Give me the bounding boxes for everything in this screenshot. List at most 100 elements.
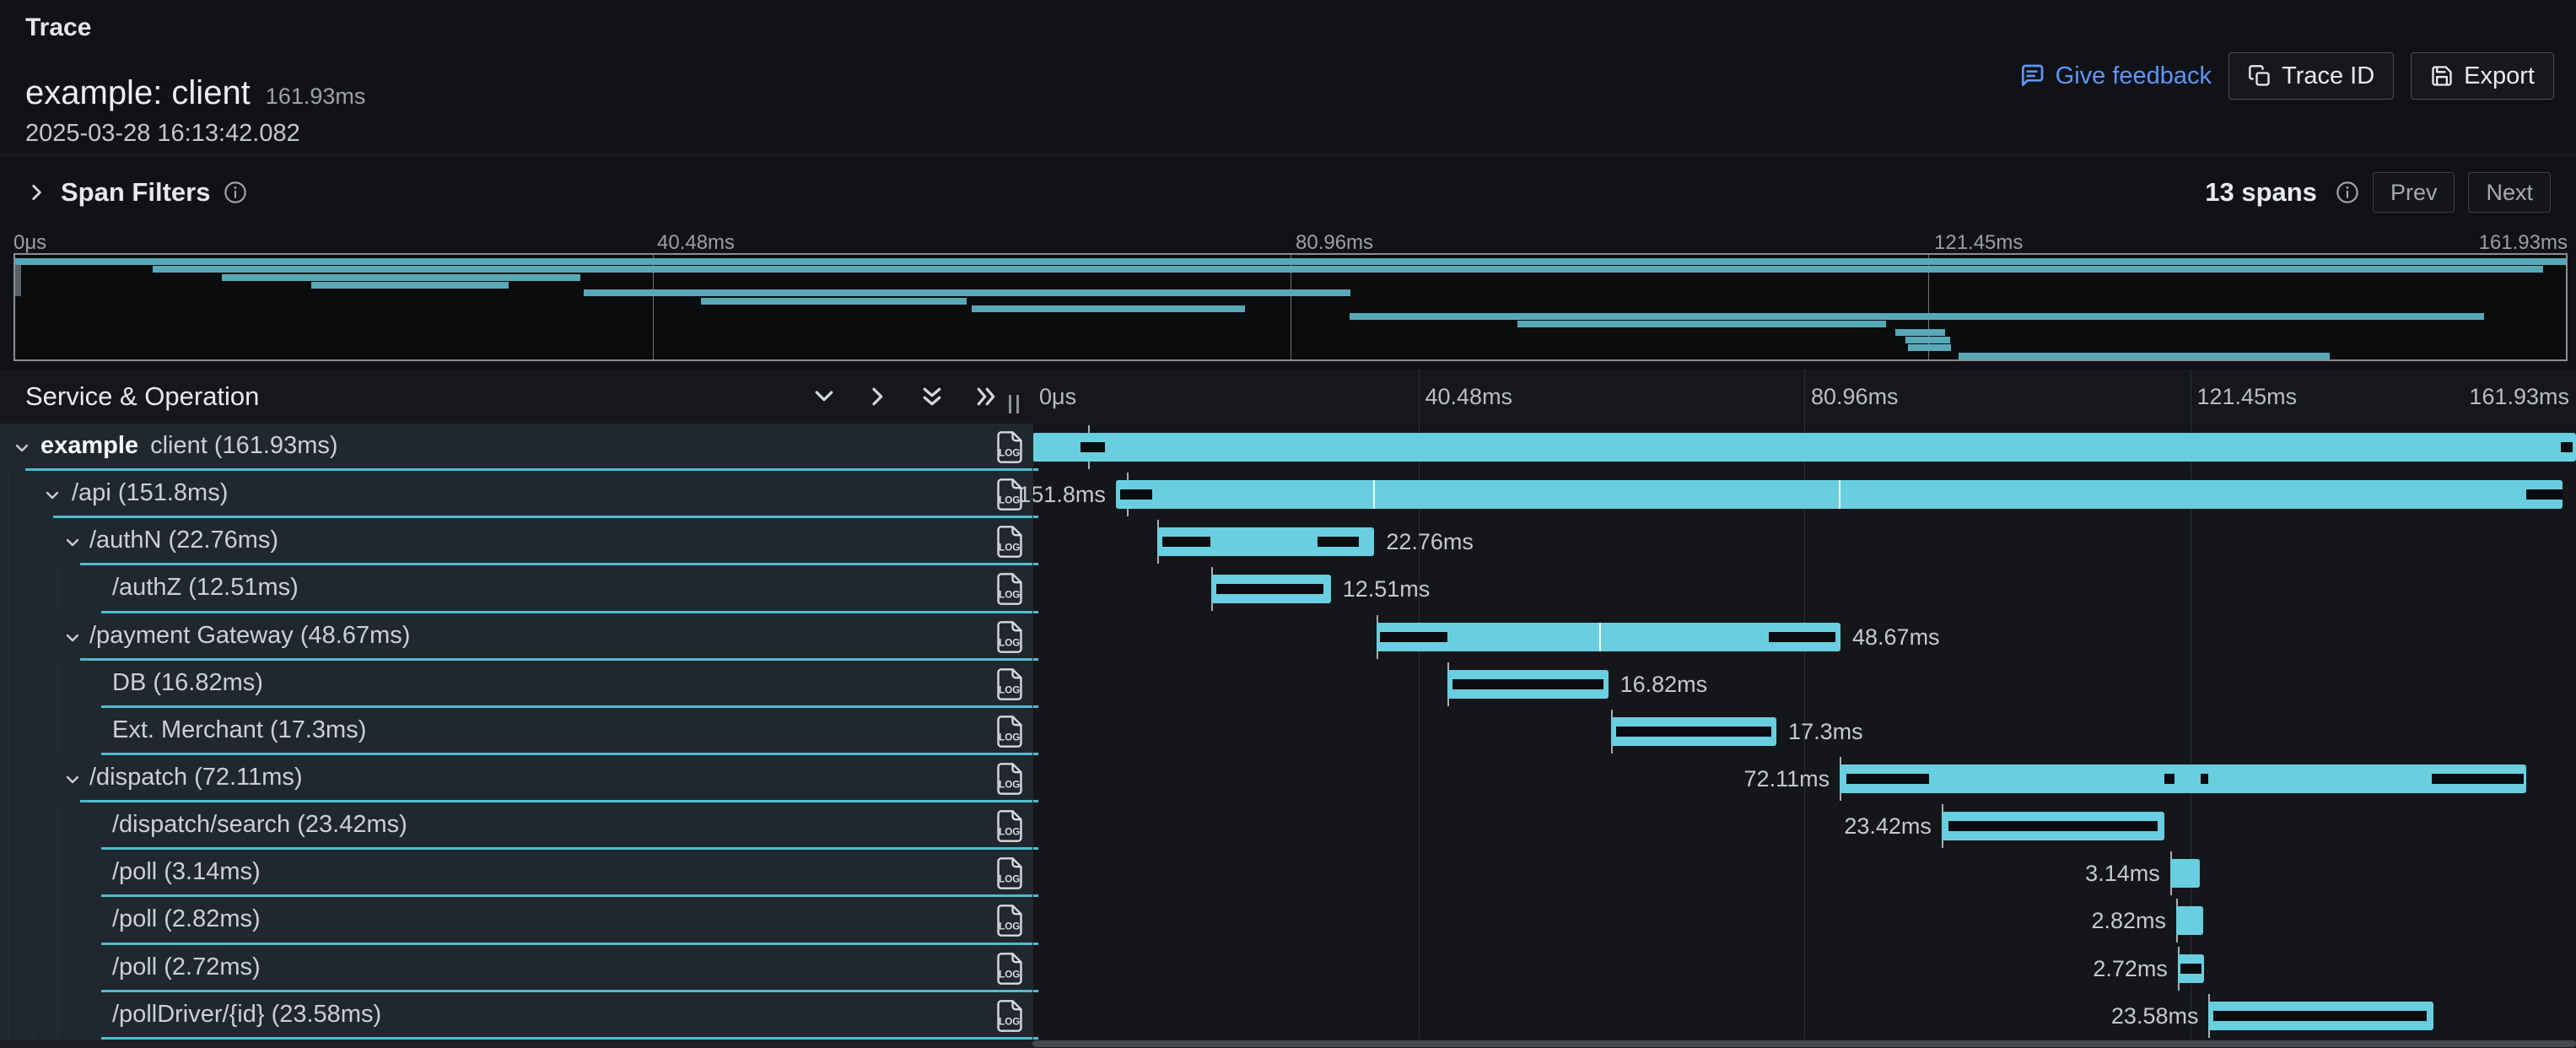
span-logs-icon[interactable]: LOG (995, 999, 1024, 1033)
span-logs-icon[interactable]: LOG (995, 525, 1024, 559)
indent-guide (33, 944, 34, 992)
indent-guide (57, 991, 58, 1040)
collapse-one-icon[interactable] (810, 382, 838, 411)
span-timeline-cell[interactable]: 151.8ms (1018, 471, 2576, 519)
span-bar-notch (1119, 489, 1152, 500)
span-row-name[interactable]: example client (161.93ms) LOG (0, 424, 1032, 472)
span-logs-icon[interactable]: LOG (995, 715, 1024, 748)
span-bar[interactable] (2208, 1001, 2433, 1030)
span-timeline-cell[interactable]: 22.76ms (1032, 518, 2576, 566)
span-timeline-cell[interactable]: 72.11ms (1032, 755, 2576, 803)
span-row-name[interactable]: /dispatch (72.11ms) LOG (0, 754, 1032, 803)
row-expander-icon[interactable] (42, 485, 62, 505)
span-bar[interactable] (1115, 480, 2563, 510)
span-timeline-cell[interactable] (1032, 424, 2576, 472)
span-service-name: example (40, 432, 139, 459)
info-icon[interactable] (2336, 181, 2359, 204)
span-timeline-cell[interactable]: 16.82ms (1032, 661, 2576, 708)
span-row-name[interactable]: /payment Gateway (48.67ms) LOG (0, 613, 1032, 661)
prev-span-button[interactable]: Prev (2372, 172, 2455, 213)
indent-guide (8, 802, 9, 851)
span-bar[interactable] (1611, 716, 1777, 746)
info-icon[interactable] (224, 181, 247, 204)
time-tick-label: 121.45ms (2196, 384, 2298, 409)
span-timeline-cell[interactable]: 17.3ms (1032, 708, 2576, 755)
span-timeline-cell[interactable]: 3.14ms (1032, 850, 2576, 898)
column-resize-handle[interactable] (1009, 395, 1019, 413)
span-row-name[interactable]: /authN (22.76ms) LOG (0, 518, 1032, 566)
span-logs-icon[interactable]: LOG (995, 667, 1024, 701)
expand-one-icon[interactable] (864, 382, 892, 411)
span-row-name[interactable]: /api (151.8ms) LOG (0, 471, 1032, 519)
span-logs-icon[interactable]: LOG (995, 478, 1024, 511)
span-logs-icon[interactable]: LOG (995, 856, 1024, 890)
span-bar[interactable] (2177, 953, 2204, 983)
span-logs-icon[interactable]: LOG (995, 952, 1024, 986)
row-underline-stub (1032, 847, 1038, 851)
span-row-name[interactable]: /authZ (12.51ms) LOG (0, 565, 1032, 613)
span-operation-name: /poll (3.14ms) (112, 858, 261, 886)
svg-text:LOG: LOG (999, 969, 1020, 980)
svg-text:LOG: LOG (999, 543, 1020, 554)
span-logs-icon[interactable]: LOG (995, 809, 1024, 843)
span-bar[interactable] (2176, 906, 2204, 936)
span-row: /poll (2.82ms) LOG 2.82ms (0, 897, 2576, 945)
minimap-scrubber[interactable] (15, 259, 21, 296)
span-bar[interactable] (1840, 764, 2527, 793)
span-row-name[interactable]: /pollDriver/{id} (23.58ms) LOG (0, 991, 1032, 1040)
span-timeline-cell[interactable]: 12.51ms (1032, 565, 2576, 613)
next-span-button[interactable]: Next (2468, 172, 2551, 213)
span-row: /payment Gateway (48.67ms) LOG 48.67ms (0, 613, 2576, 661)
span-timeline-cell[interactable]: 23.58ms (1032, 992, 2576, 1040)
span-timeline-cell[interactable]: 2.72ms (1032, 945, 2576, 992)
trace-minimap[interactable] (13, 253, 2568, 361)
export-button[interactable]: Export (2411, 52, 2554, 100)
row-expander-icon[interactable] (12, 438, 32, 458)
row-expander-icon[interactable] (62, 628, 83, 648)
give-feedback-link[interactable]: Give feedback (2018, 62, 2212, 90)
chevron-right-icon[interactable] (25, 181, 47, 203)
span-row-name[interactable]: /poll (2.72ms) LOG (0, 944, 1032, 992)
indent-guide (33, 707, 34, 755)
row-expander-icon[interactable] (62, 532, 83, 553)
row-underline-stub (1032, 705, 1038, 708)
span-bar[interactable] (1377, 622, 1840, 651)
span-row-name[interactable]: /poll (3.14ms) LOG (0, 850, 1032, 898)
span-logs-icon[interactable]: LOG (995, 620, 1024, 654)
horizontal-scrollbar[interactable] (0, 1040, 2576, 1048)
span-bar[interactable] (1032, 433, 2576, 462)
span-bar[interactable] (2169, 859, 2201, 889)
row-underline (80, 563, 1032, 566)
trace-duration-badge: 161.93ms (265, 84, 366, 109)
trace-id-button[interactable]: Trace ID (2228, 52, 2395, 100)
scrollbar-thumb[interactable] (1032, 1040, 2576, 1047)
span-filters-bar: Span Filters 13 spans Prev Next (0, 156, 2576, 229)
span-row-name[interactable]: DB (16.82ms) LOG (0, 660, 1032, 708)
expand-all-icon[interactable] (972, 382, 1000, 411)
span-row-name[interactable]: Ext. Merchant (17.3ms) LOG (0, 707, 1032, 755)
indent-guide (57, 850, 58, 898)
span-logs-icon[interactable]: LOG (995, 572, 1024, 606)
span-filters-toggle[interactable]: Span Filters (25, 177, 247, 208)
span-bar[interactable] (1941, 812, 2165, 841)
span-bar[interactable] (1157, 527, 1375, 557)
span-operation-name: /api (151.8ms) (72, 479, 229, 507)
span-logs-icon[interactable]: LOG (995, 762, 1024, 796)
span-row-name[interactable]: /dispatch/search (23.42ms) LOG (0, 802, 1032, 851)
indent-guide (33, 565, 34, 613)
svg-text:LOG: LOG (999, 495, 1020, 506)
indent-guide (8, 518, 9, 566)
row-expander-icon[interactable] (62, 770, 83, 790)
span-bar[interactable] (1211, 575, 1331, 604)
collapse-all-icon[interactable] (918, 382, 946, 411)
span-timeline-cell[interactable]: 23.42ms (1032, 802, 2576, 851)
span-bar-notch (2560, 442, 2573, 452)
svg-text:LOG: LOG (999, 684, 1020, 695)
span-timeline-cell[interactable]: 2.82ms (1032, 897, 2576, 945)
span-logs-icon[interactable]: LOG (995, 904, 1024, 937)
span-row-name[interactable]: /poll (2.82ms) LOG (0, 897, 1032, 945)
indent-guide (33, 802, 34, 851)
span-timeline-cell[interactable]: 48.67ms (1032, 613, 2576, 661)
span-bar[interactable] (1447, 669, 1609, 699)
span-logs-icon[interactable]: LOG (995, 430, 1024, 464)
